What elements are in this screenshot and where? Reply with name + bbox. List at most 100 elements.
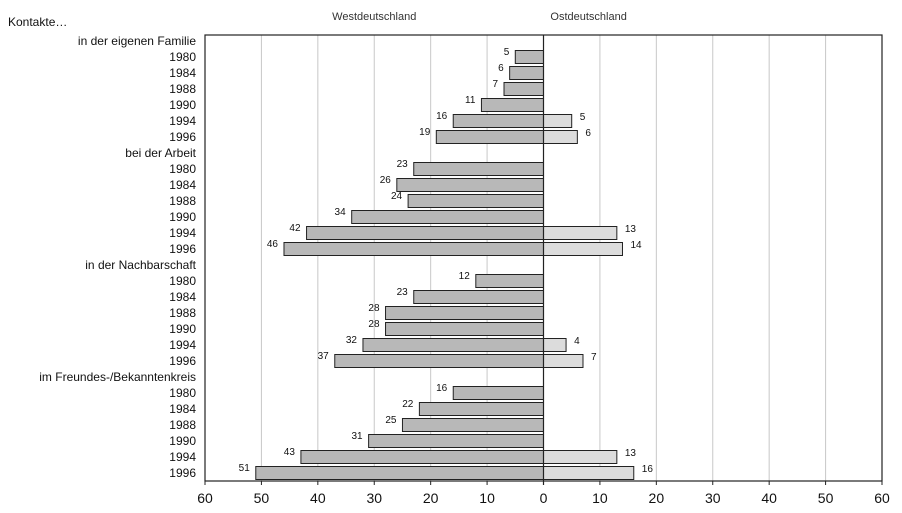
group-label: im Freundes-/Bekanntenkreis [39, 370, 196, 384]
bar-west [452, 386, 545, 400]
x-tick-label: 60 [197, 490, 213, 506]
bar-west [334, 354, 544, 368]
bar-east [543, 114, 573, 128]
panel-title-east: Ostdeutschland [550, 11, 626, 23]
value-label-west: 31 [351, 431, 363, 442]
x-tick-label: 10 [592, 490, 608, 506]
year-label: 1994 [169, 338, 196, 352]
gridlines [260, 35, 827, 481]
bar-east [543, 242, 623, 256]
value-label-west: 28 [368, 303, 380, 314]
value-label-west: 19 [419, 127, 431, 138]
bar-west [385, 306, 544, 320]
value-label-west: 23 [397, 159, 409, 170]
bar-west [480, 98, 545, 112]
year-label: 1994 [169, 114, 196, 128]
year-label: 1996 [169, 242, 196, 256]
x-tick-label: 10 [479, 490, 495, 506]
year-label: 1980 [169, 162, 196, 176]
value-label-east: 14 [630, 240, 642, 251]
value-label-east: 5 [580, 112, 586, 123]
bar-west [435, 130, 544, 144]
bar-east [543, 450, 618, 464]
bar-west [452, 114, 545, 128]
year-label: 1990 [169, 98, 196, 112]
x-tick-label: 50 [254, 490, 270, 506]
value-label-west: 24 [391, 191, 403, 202]
value-label-west: 25 [385, 415, 397, 426]
year-label: 1990 [169, 210, 196, 224]
intro-label: Kontakte… [8, 15, 67, 29]
year-label: 1994 [169, 450, 196, 464]
bar-west [514, 50, 545, 64]
x-axis-ticks: 60 50 40 30 20 10 0 10 20 30 40 50 60 [197, 481, 890, 506]
x-tick-label: 40 [310, 490, 326, 506]
value-label-east: 13 [625, 448, 637, 459]
year-label: 1988 [169, 194, 196, 208]
bar-west [385, 322, 544, 336]
bar-west [509, 66, 544, 80]
year-label: 1980 [169, 386, 196, 400]
x-tick-label: 40 [761, 490, 777, 506]
bar-east [543, 338, 567, 352]
value-label-west: 28 [368, 319, 380, 330]
year-label: 1996 [169, 466, 196, 480]
bar-west [351, 210, 544, 224]
group-label: in der Nachbarschaft [85, 258, 196, 272]
x-tick-label: 0 [540, 490, 548, 506]
labels-layer: in der eigenen Familie 1980 5 1984 6 1988 7 199… [39, 34, 653, 480]
value-label-east: 6 [585, 128, 591, 139]
bar-west [300, 450, 544, 464]
value-label-west: 16 [436, 111, 448, 122]
bar-west [401, 418, 545, 432]
year-label: 1994 [169, 226, 196, 240]
bar-east [543, 130, 578, 144]
bar-west [306, 226, 544, 240]
value-label-west: 12 [459, 271, 471, 282]
x-tick-label: 60 [874, 490, 890, 506]
group-label: bei der Arbeit [125, 146, 196, 160]
bar-west [283, 242, 544, 256]
x-tick-label: 30 [705, 490, 721, 506]
year-label: 1988 [169, 306, 196, 320]
bar-east [543, 466, 635, 480]
value-label-west: 32 [346, 335, 358, 346]
value-label-west: 26 [380, 175, 392, 186]
value-label-east: 16 [642, 464, 654, 475]
value-label-east: 13 [625, 224, 637, 235]
year-label: 1990 [169, 434, 196, 448]
year-label: 1984 [169, 290, 196, 304]
value-label-east: 4 [574, 336, 580, 347]
bar-west [475, 274, 544, 288]
value-label-west: 22 [402, 399, 414, 410]
year-label: 1980 [169, 274, 196, 288]
bar-west [368, 434, 544, 448]
value-label-east: 7 [591, 352, 597, 363]
value-label-west: 16 [436, 383, 448, 394]
bar-west [413, 290, 544, 304]
year-label: 1984 [169, 178, 196, 192]
x-tick-label: 20 [649, 490, 665, 506]
bar-west [407, 194, 544, 208]
bar-west [396, 178, 545, 192]
year-label: 1988 [169, 82, 196, 96]
value-label-west: 46 [267, 239, 279, 250]
year-label: 1988 [169, 418, 196, 432]
value-label-west: 34 [335, 207, 347, 218]
bar-west [413, 162, 544, 176]
value-label-west: 42 [289, 223, 301, 234]
year-label: 1984 [169, 66, 196, 80]
value-label-west: 23 [397, 287, 409, 298]
bar-east [543, 226, 618, 240]
value-label-west: 6 [498, 63, 504, 74]
year-label: 1996 [169, 354, 196, 368]
value-label-west: 43 [284, 447, 296, 458]
bar-west [503, 82, 544, 96]
bar-east [543, 354, 584, 368]
year-label: 1996 [169, 130, 196, 144]
value-label-west: 37 [318, 351, 330, 362]
bar-west [418, 402, 544, 416]
bars-layer [255, 50, 635, 480]
year-label: 1980 [169, 50, 196, 64]
bar-west [362, 338, 545, 352]
